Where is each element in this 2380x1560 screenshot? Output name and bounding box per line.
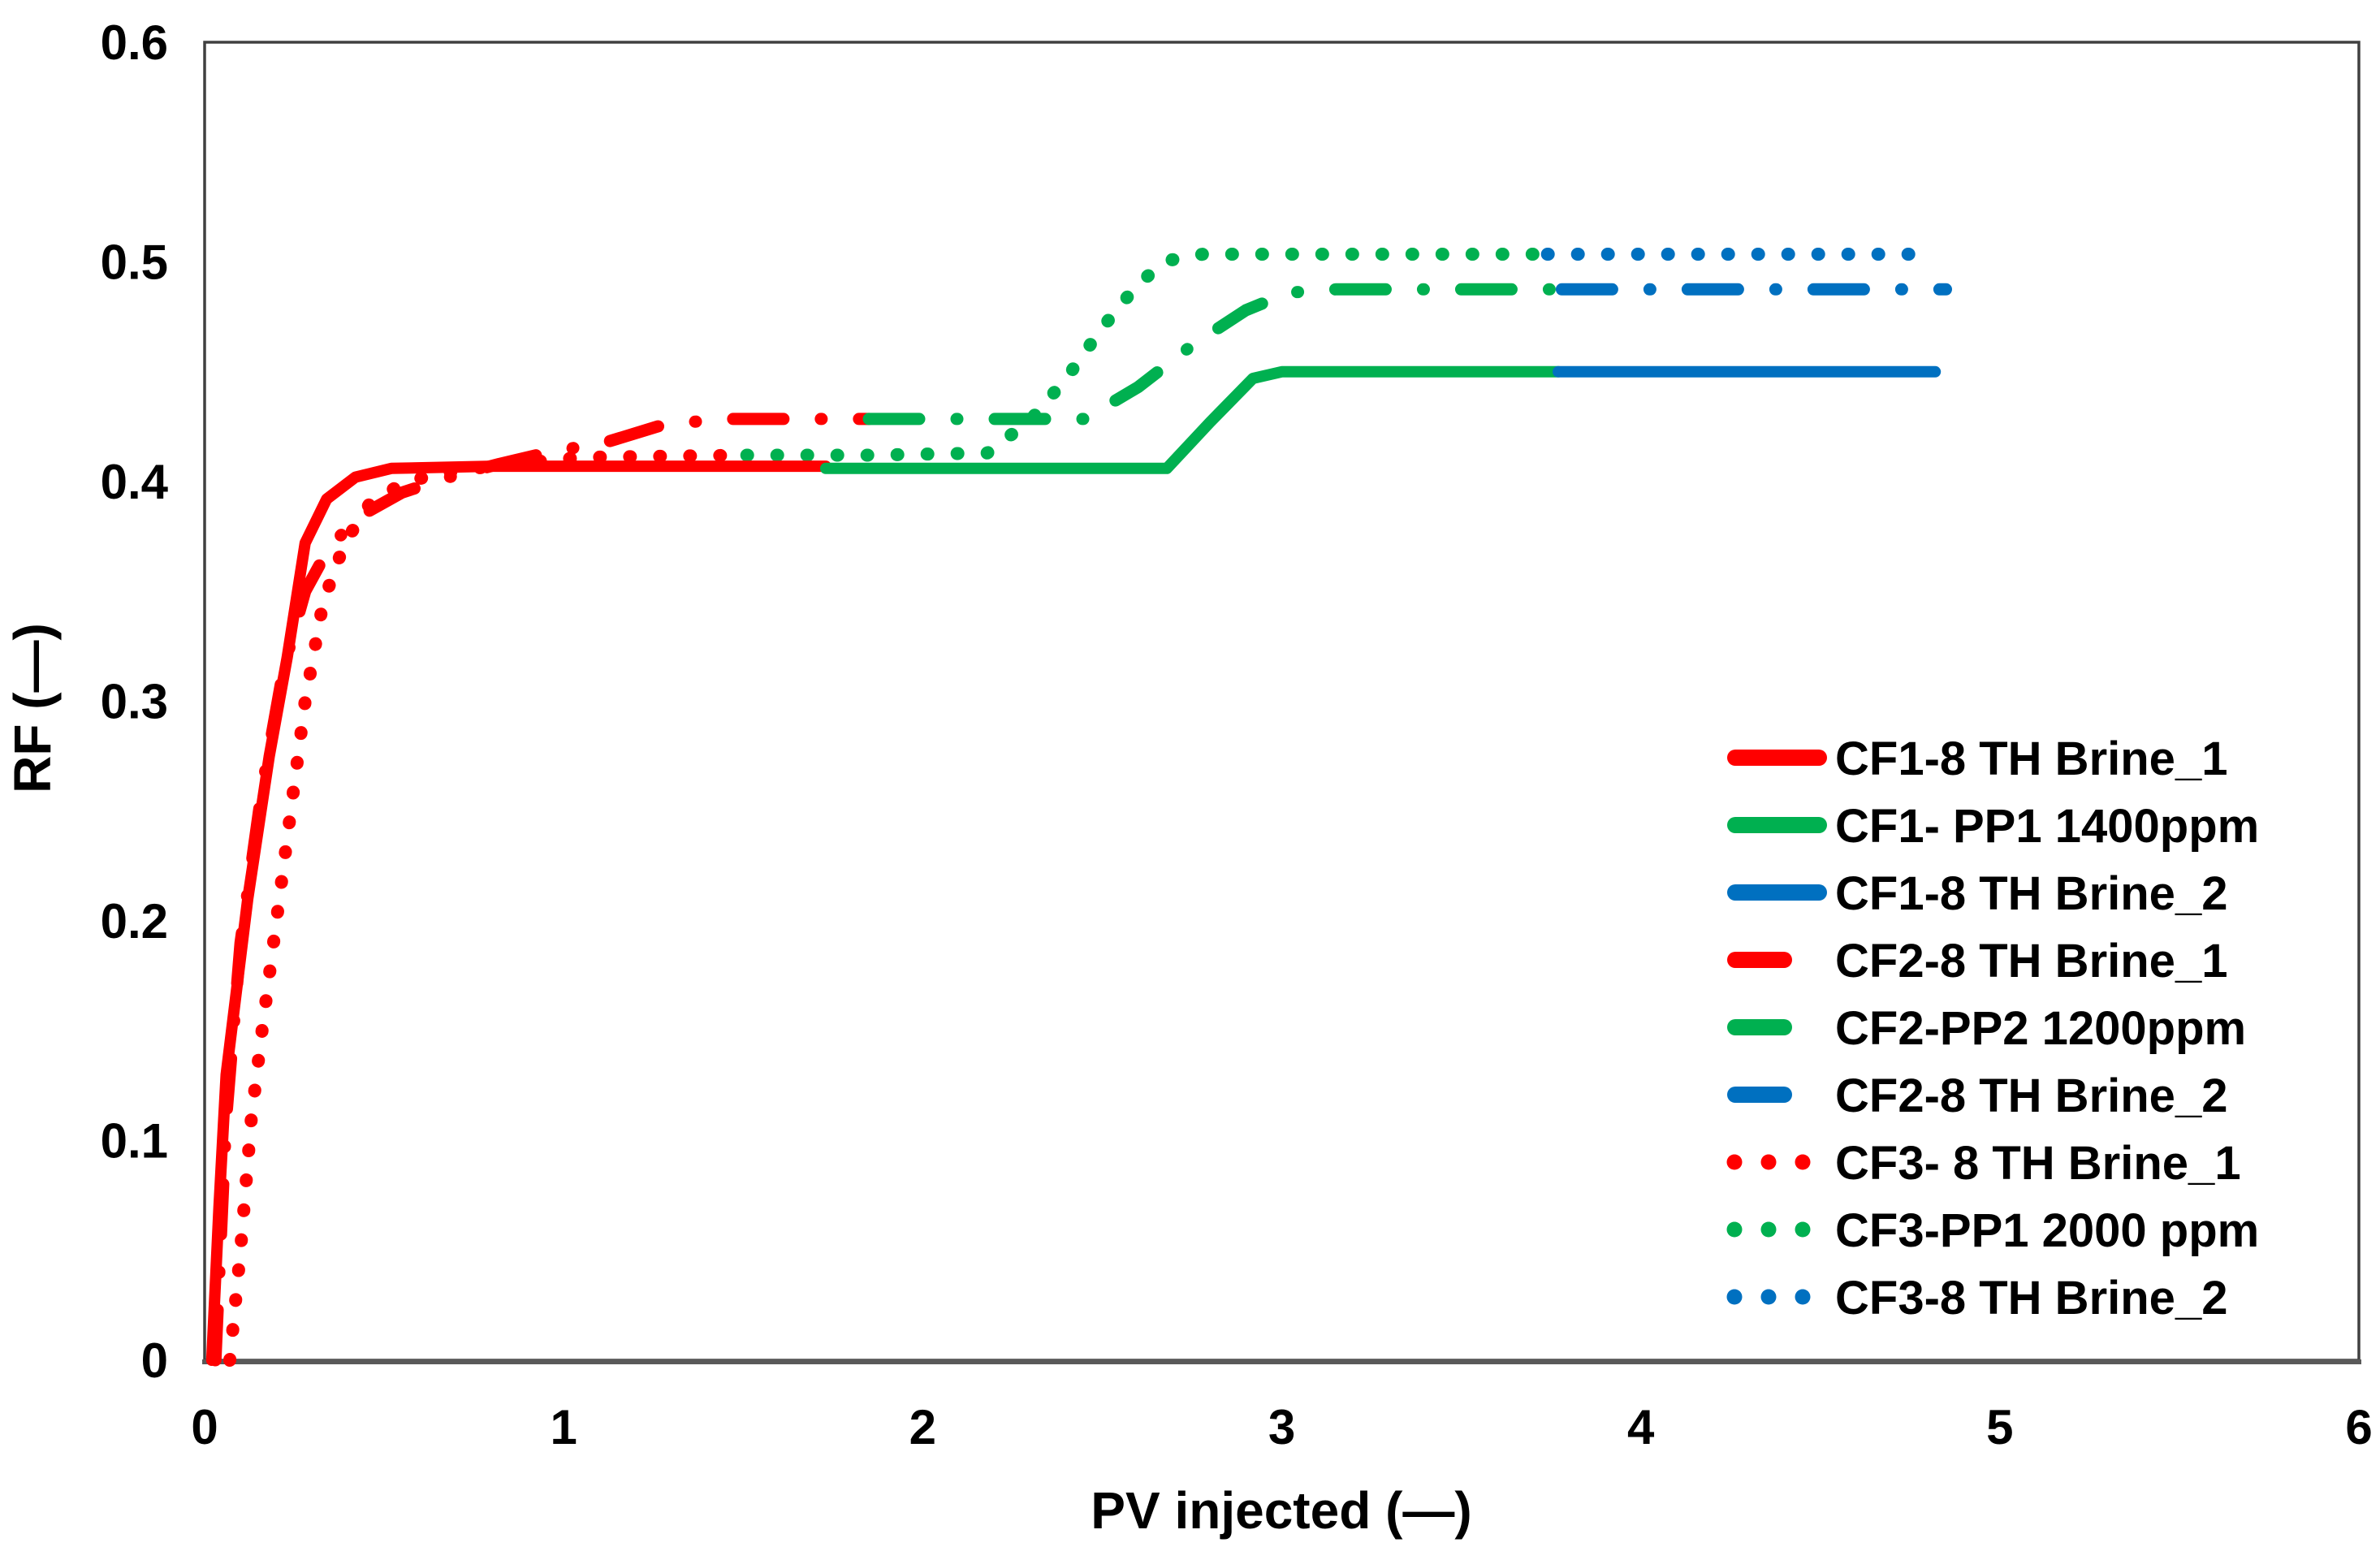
x-tick-label: 4	[1627, 1400, 1655, 1454]
legend-swatch-dot	[1726, 1221, 1743, 1238]
legend-swatch-dot	[1726, 1289, 1743, 1305]
legend-item: CF1- PP1 1400ppm	[1727, 800, 2259, 853]
legend-swatch-dot	[1726, 1154, 1743, 1170]
legend-swatch-dot	[1760, 1154, 1777, 1170]
legend: CF1-8 TH Brine_1 CF1- PP1 1400ppm CF1-8 TH…	[1726, 732, 2259, 1324]
x-tick-label: 6	[2345, 1400, 2372, 1454]
plot-area	[202, 41, 2361, 1364]
legend-item: CF3-PP1 2000 ppm	[1726, 1204, 2259, 1257]
legend-item: CF3- 8 TH Brine_1	[1726, 1137, 2241, 1190]
legend-swatch-dot	[1795, 1221, 1811, 1238]
legend-label: CF2-8 TH Brine_1	[1835, 935, 2227, 987]
y-tick-label: 0	[141, 1333, 168, 1388]
x-axis-title: PV injected (—)	[1091, 1481, 1471, 1540]
series-line-1	[205, 460, 831, 1366]
legend-item: CF2-PP2 1200ppm	[1727, 1002, 2246, 1055]
y-tick-label: 0.2	[101, 894, 168, 949]
legend-label: CF3- 8 TH Brine_1	[1835, 1137, 2241, 1190]
legend-swatch-dot	[1760, 1289, 1777, 1305]
legend-item: CF1-8 TH Brine_1	[1727, 732, 2227, 785]
y-tick-label: 0.4	[101, 455, 169, 509]
legend-swatch-dot	[1795, 1289, 1811, 1305]
series-line-2	[819, 365, 1564, 474]
x-tick-label: 5	[1986, 1400, 2013, 1454]
legend-label: CF2-PP2 1200ppm	[1835, 1002, 2246, 1055]
y-tick-label: 0.3	[101, 675, 168, 729]
legend-item: CF1-8 TH Brine_2	[1727, 867, 2227, 920]
x-tick-label: 2	[909, 1400, 936, 1454]
legend-label: CF3-PP1 2000 ppm	[1835, 1204, 2259, 1257]
legend-label: CF1-8 TH Brine_1	[1835, 732, 2227, 785]
y-axis-title: RF (—)	[3, 623, 62, 793]
axis-tick-labels: 0 1 2 3 4 5 6 0 0.1 0.2 0.3 0.4 0.5 0.6	[101, 15, 2373, 1454]
series-line-4	[209, 413, 875, 1367]
y-tick-label: 0.6	[101, 15, 168, 70]
legend-label: CF2-8 TH Brine_2	[1835, 1070, 2227, 1122]
legend-item: CF2-8 TH Brine_2	[1727, 1070, 2227, 1122]
series-line-7	[223, 448, 754, 1367]
legend-swatch-dot	[1760, 1221, 1777, 1238]
y-tick-label: 0.1	[101, 1114, 168, 1169]
legend-swatch-dot	[1795, 1154, 1811, 1170]
legend-label: CF3-8 TH Brine_2	[1835, 1272, 2227, 1324]
x-tick-label: 0	[191, 1400, 218, 1454]
x-tick-label: 1	[550, 1400, 577, 1454]
legend-item: CF3-8 TH Brine_2	[1726, 1272, 2227, 1324]
legend-label: CF1- PP1 1400ppm	[1835, 800, 2259, 853]
legend-label: CF1-8 TH Brine_2	[1835, 867, 2227, 920]
legend-item: CF2-8 TH Brine_1	[1727, 935, 2227, 987]
x-tick-label: 3	[1268, 1400, 1295, 1454]
series-lines	[205, 248, 1952, 1367]
y-tick-label: 0.5	[101, 236, 168, 290]
